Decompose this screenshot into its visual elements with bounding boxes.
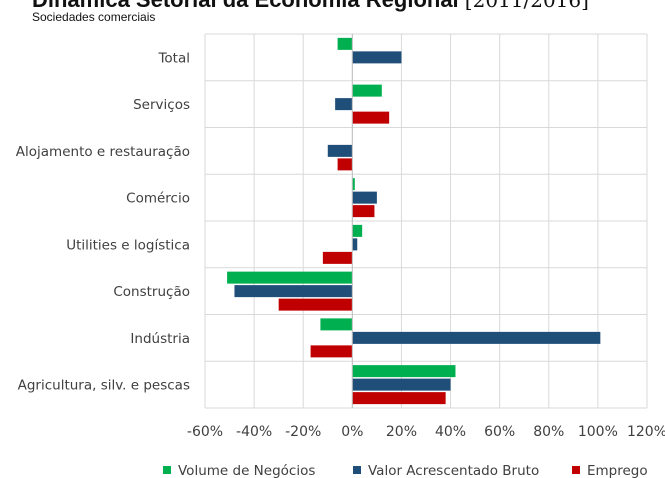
category-label-agricultura-silv-e-pescas: Agricultura, silv. e pescas xyxy=(18,378,190,394)
bar-comercio-valor-acrescentado-bruto xyxy=(352,191,377,204)
category-label-comercio: Comércio xyxy=(126,191,190,207)
x-tick-labels: -60% -40% -20% 0% 20% 40% 60% 80% 100% 120% xyxy=(187,424,665,440)
bar-servicos-valor-acrescentado-bruto xyxy=(335,98,353,111)
chart-subtitle: Sociedades comerciais xyxy=(32,10,156,24)
x-tick-label-2: -20% xyxy=(285,424,321,440)
x-tick-label-5: 40% xyxy=(435,424,466,440)
bar-total-valor-acrescentado-bruto xyxy=(352,51,402,64)
bar-industria-emprego xyxy=(310,345,353,358)
bar-construcao-valor-acrescentado-bruto xyxy=(234,285,353,298)
chart-title-period: [2011/2016] xyxy=(464,0,589,12)
x-tick-label-7: 80% xyxy=(533,424,564,440)
category-label-alojamento-e-restauracao: Alojamento e restauração xyxy=(16,144,190,160)
x-tick-label-1: -40% xyxy=(236,424,272,440)
bar-construcao-emprego xyxy=(278,298,353,311)
legend-swatch-valor-acrescentado-bruto xyxy=(353,466,361,474)
bar-industria-volume-de-negocios xyxy=(320,318,353,331)
bar-industria-valor-acrescentado-bruto xyxy=(352,331,601,344)
category-label-industria: Indústria xyxy=(130,331,190,347)
legend-swatch-emprego xyxy=(572,466,580,474)
bar-alojamento-e-restauracao-valor-acrescentado-bruto xyxy=(327,144,353,157)
bar-servicos-volume-de-negocios xyxy=(352,84,382,97)
legend-label-valor-acrescentado-bruto: Valor Acrescentado Bruto xyxy=(368,463,539,478)
x-tick-label-9: 120% xyxy=(627,424,665,440)
bar-utilities-e-logistica-volume-de-negocios xyxy=(352,224,363,237)
bar-alojamento-e-restauracao-emprego xyxy=(337,158,353,171)
bars xyxy=(227,37,601,405)
x-tick-label-6: 60% xyxy=(484,424,515,440)
legend-label-emprego: Emprego xyxy=(587,463,648,478)
category-label-servicos: Serviços xyxy=(133,97,190,113)
bar-agricultura-silv-e-pescas-emprego xyxy=(352,392,446,405)
x-tick-label-8: 100% xyxy=(578,424,618,440)
bar-agricultura-silv-e-pescas-valor-acrescentado-bruto xyxy=(352,378,451,391)
x-tick-label-3: 0% xyxy=(341,424,363,440)
legend-label-volume-de-negocios: Volume de Negócios xyxy=(178,463,315,478)
gridlines xyxy=(204,33,648,409)
bar-comercio-volume-de-negocios xyxy=(352,178,355,191)
bar-agricultura-silv-e-pescas-volume-de-negocios xyxy=(352,365,456,378)
legend: Volume de Negócios Valor Acrescentado Bru… xyxy=(163,463,648,478)
bar-construcao-volume-de-negocios xyxy=(227,271,353,284)
bar-utilities-e-logistica-valor-acrescentado-bruto xyxy=(352,238,358,251)
chart-title: Dinâmica Setorial da Economia Regional [… xyxy=(32,0,589,12)
category-label-construcao: Construção xyxy=(113,284,190,300)
bar-servicos-emprego xyxy=(352,111,390,124)
bar-total-volume-de-negocios xyxy=(337,37,353,50)
category-labels: Total Serviços Alojamento e restauração Com… xyxy=(16,50,190,393)
category-label-total: Total xyxy=(157,50,190,66)
bar-comercio-emprego xyxy=(352,205,375,218)
legend-swatch-volume-de-negocios xyxy=(163,466,171,474)
x-tick-label-0: -60% xyxy=(187,424,223,440)
x-tick-label-4: 20% xyxy=(386,424,417,440)
category-label-utilities-e-logistica: Utilities e logística xyxy=(66,237,190,253)
bar-utilities-e-logistica-emprego xyxy=(322,251,353,264)
